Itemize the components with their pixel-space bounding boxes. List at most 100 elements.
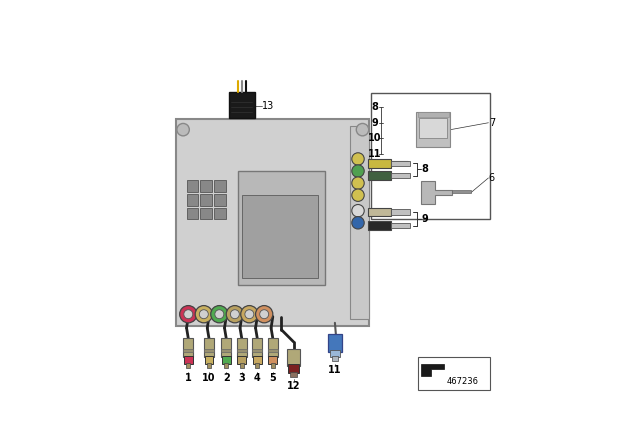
Bar (240, 363, 244, 368)
Bar (186, 363, 190, 368)
Polygon shape (421, 364, 444, 376)
Bar (214, 194, 225, 206)
Bar (271, 363, 275, 368)
Bar (328, 334, 342, 352)
Bar (391, 173, 410, 178)
Bar (369, 207, 391, 216)
Bar (332, 356, 338, 361)
Circle shape (352, 189, 364, 202)
Bar (184, 356, 193, 364)
Bar (204, 338, 214, 358)
Text: 467236: 467236 (447, 377, 479, 386)
Bar (354, 179, 358, 187)
Text: 2: 2 (223, 373, 230, 383)
Bar (200, 208, 212, 220)
Text: 9: 9 (422, 214, 429, 224)
Bar (391, 161, 410, 166)
Circle shape (352, 177, 364, 190)
Circle shape (352, 153, 364, 165)
Circle shape (352, 204, 364, 217)
Bar (183, 338, 193, 358)
Circle shape (195, 306, 212, 323)
Circle shape (245, 310, 254, 319)
Circle shape (226, 306, 243, 323)
Text: 10: 10 (368, 133, 381, 143)
Bar (419, 117, 447, 138)
Circle shape (255, 306, 273, 323)
Bar (214, 181, 225, 192)
Text: 10: 10 (202, 373, 216, 383)
Circle shape (177, 124, 189, 136)
Bar (330, 350, 340, 357)
Bar (242, 195, 317, 278)
Bar (291, 372, 296, 377)
Bar (418, 112, 449, 116)
Bar (221, 356, 231, 364)
Bar (252, 338, 262, 358)
Bar (255, 363, 259, 368)
Bar (369, 159, 391, 168)
Circle shape (230, 310, 239, 319)
Bar (391, 209, 410, 215)
Bar (176, 119, 369, 326)
Circle shape (356, 124, 369, 136)
Polygon shape (421, 181, 452, 204)
Circle shape (215, 310, 224, 319)
Bar (391, 223, 410, 228)
Bar (354, 219, 358, 227)
Bar (187, 208, 198, 220)
Bar (252, 349, 262, 352)
Text: 13: 13 (262, 100, 274, 111)
Bar (183, 349, 193, 352)
Circle shape (199, 310, 208, 319)
Bar (369, 172, 391, 180)
Bar (187, 194, 198, 206)
Bar (354, 167, 358, 175)
Text: 8: 8 (422, 164, 429, 174)
Circle shape (184, 310, 193, 319)
Text: 7: 7 (489, 118, 495, 128)
Circle shape (352, 165, 364, 177)
Bar (224, 363, 228, 368)
Bar (214, 208, 225, 220)
Bar (187, 181, 198, 192)
Text: 12: 12 (287, 381, 300, 391)
Bar (253, 356, 262, 364)
Bar (221, 338, 232, 358)
Bar (418, 358, 490, 390)
Text: 6: 6 (489, 173, 495, 183)
Bar (237, 338, 247, 358)
Bar (205, 356, 214, 364)
Text: 8: 8 (371, 102, 378, 112)
Bar (200, 194, 212, 206)
Bar (371, 94, 490, 220)
Bar (221, 349, 232, 352)
Circle shape (180, 306, 197, 323)
Circle shape (211, 306, 228, 323)
Circle shape (352, 216, 364, 229)
Bar (237, 356, 246, 364)
Text: 4: 4 (254, 373, 260, 383)
Bar (289, 364, 299, 373)
Bar (238, 171, 324, 285)
Text: 3: 3 (238, 373, 245, 383)
Text: 9: 9 (371, 118, 378, 128)
Bar (268, 349, 278, 352)
Bar (268, 338, 278, 358)
Text: 5: 5 (269, 373, 276, 383)
Bar (416, 112, 451, 147)
Circle shape (241, 306, 258, 323)
Bar (237, 349, 247, 352)
Text: 11: 11 (328, 365, 342, 375)
Text: 11: 11 (368, 149, 381, 159)
Bar (354, 155, 358, 163)
Bar (200, 181, 212, 192)
Text: 1: 1 (185, 373, 191, 383)
Bar (287, 349, 300, 366)
Circle shape (260, 310, 269, 319)
Bar (369, 221, 391, 230)
Bar (351, 126, 369, 319)
Bar (207, 363, 211, 368)
Bar (354, 207, 358, 215)
Bar (452, 190, 471, 194)
